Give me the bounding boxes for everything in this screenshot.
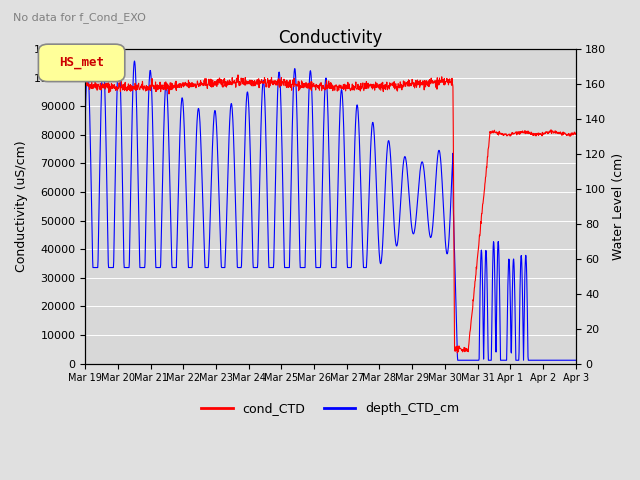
Text: No data for f_Cond_EXO: No data for f_Cond_EXO bbox=[13, 12, 146, 23]
Y-axis label: Conductivity (uS/cm): Conductivity (uS/cm) bbox=[15, 141, 28, 272]
Legend: cond_CTD, depth_CTD_cm: cond_CTD, depth_CTD_cm bbox=[196, 397, 465, 420]
Title: Conductivity: Conductivity bbox=[278, 29, 383, 48]
Y-axis label: Water Level (cm): Water Level (cm) bbox=[612, 153, 625, 260]
Text: HS_met: HS_met bbox=[60, 56, 104, 70]
